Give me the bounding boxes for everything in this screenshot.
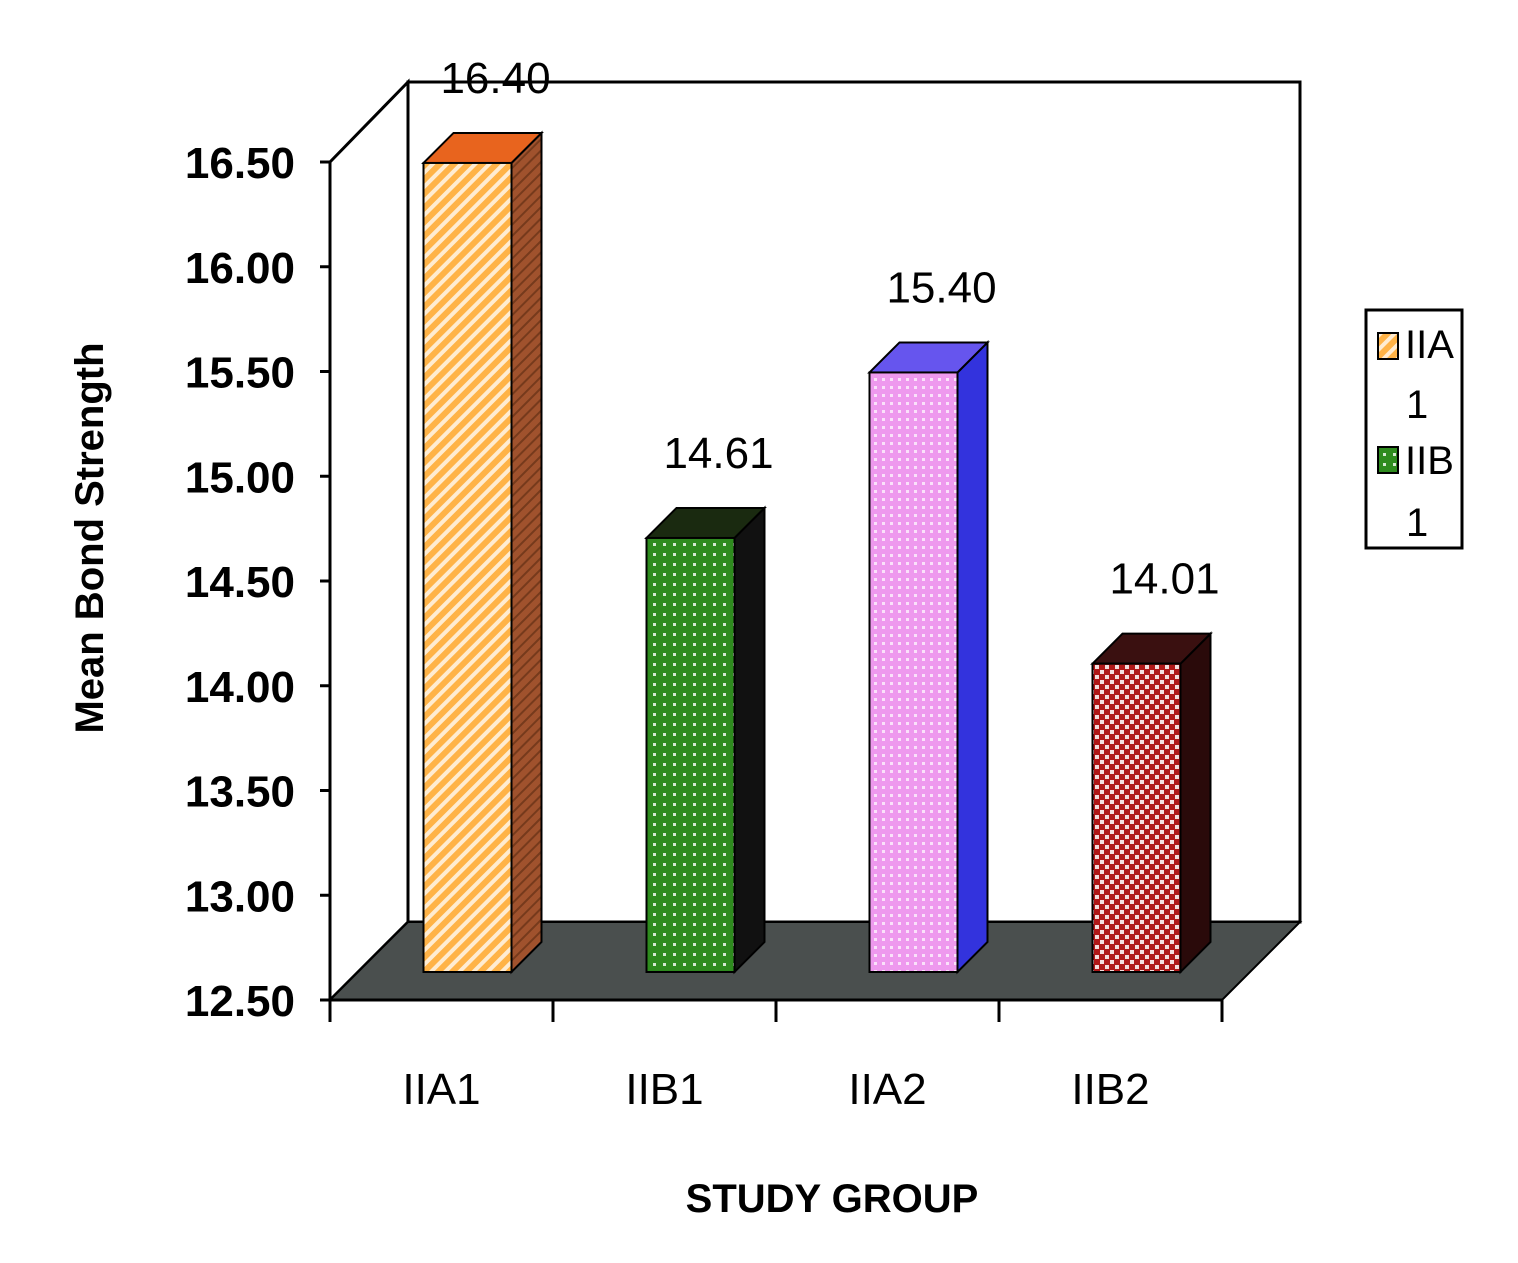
bar-side-face xyxy=(956,340,989,975)
data-label: 15.40 xyxy=(886,263,996,312)
bar-iia2 xyxy=(867,340,990,975)
x-tick-label: IIA1 xyxy=(402,1065,480,1114)
legend-swatch-iib1 xyxy=(1377,446,1399,474)
legend-label-iib1-line2: 1 xyxy=(1406,501,1428,545)
bar-side-face xyxy=(1179,631,1212,975)
bar-iia1 xyxy=(421,130,544,975)
bar-front-face xyxy=(645,536,736,974)
bar-front-face xyxy=(868,371,959,973)
x-tick-label: IIB2 xyxy=(1071,1065,1149,1114)
data-label: 14.61 xyxy=(663,429,773,478)
side-wall xyxy=(328,78,410,1004)
bar-side-face xyxy=(510,130,543,975)
bar-front-face xyxy=(422,161,513,973)
y-tick-label: 15.50 xyxy=(185,349,295,398)
x-tick-label: IIB1 xyxy=(625,1065,703,1114)
y-tick-label: 13.50 xyxy=(185,768,295,817)
y-tick-label: 14.00 xyxy=(185,663,295,712)
y-tick-label: 16.00 xyxy=(185,244,295,293)
data-label: 16.40 xyxy=(440,54,550,103)
bar-side-face xyxy=(733,505,766,975)
y-tick-label: 16.50 xyxy=(185,139,295,188)
data-label: 14.01 xyxy=(1109,555,1219,604)
y-tick-label: 14.50 xyxy=(185,558,295,607)
y-axis-title: Mean Bond Strength xyxy=(68,342,112,733)
legend: IIA 1 IIB 1 xyxy=(1364,308,1464,550)
bar-front-face xyxy=(1091,662,1182,974)
legend-label-iia1-line2: 1 xyxy=(1406,383,1428,427)
legend-label-iib1-line1: IIB xyxy=(1405,439,1454,483)
x-tick-label: IIA2 xyxy=(848,1065,926,1114)
legend-label-iia1-line1: IIA xyxy=(1405,323,1454,367)
y-tick-label: 13.00 xyxy=(185,872,295,921)
bar-iib2 xyxy=(1090,631,1213,975)
bar-iib1 xyxy=(644,505,767,975)
y-tick-label: 15.00 xyxy=(185,453,295,502)
x-axis-title: STUDY GROUP xyxy=(686,1177,979,1221)
legend-swatch-iia1 xyxy=(1377,332,1399,360)
y-tick-label: 12.50 xyxy=(185,977,295,1026)
